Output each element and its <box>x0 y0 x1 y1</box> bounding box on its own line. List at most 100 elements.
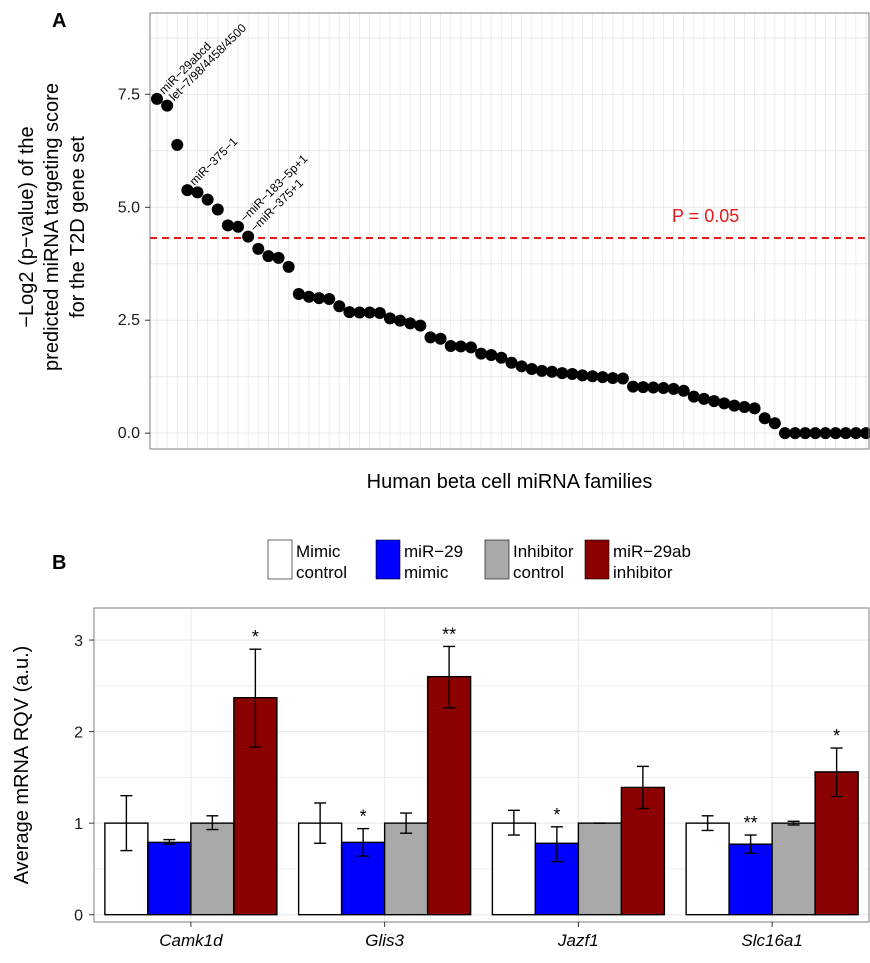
data-point <box>708 395 721 408</box>
data-point <box>333 300 346 313</box>
error-bar <box>787 820 800 826</box>
legend-item: miR−29 mimic <box>375 539 463 582</box>
panel-b-y-axis-title: Average mRNA RQV (a.u.) <box>11 646 33 885</box>
data-point <box>535 364 548 377</box>
panel-a-x-axis-title: Human beta cell miRNA families <box>367 471 653 493</box>
data-point <box>768 417 781 430</box>
data-point <box>424 331 437 344</box>
bar <box>383 822 429 916</box>
data-point <box>464 341 477 354</box>
panel-b-significance: ***** *** <box>252 624 840 833</box>
data-point <box>323 292 336 305</box>
data-point <box>363 306 376 319</box>
data-point <box>475 347 488 360</box>
panel-b: B Mimic control miR−29 mimic Inhibitor c… <box>11 539 870 950</box>
data-point <box>404 317 417 330</box>
y-tick-label: 2 <box>74 725 83 742</box>
error-bar <box>830 747 843 798</box>
data-point <box>414 319 427 332</box>
significance-marker: * <box>360 807 367 827</box>
y-tick-label: 1 <box>74 816 83 833</box>
bar <box>190 822 235 916</box>
panel-a-y-ticks: 0.0 2.5 5.0 7.5 <box>118 86 150 442</box>
data-point <box>819 427 832 440</box>
panel-a-annotations: miR−29abcdlet−7/98/4458/4500miR−375−1−mi… <box>156 21 310 235</box>
legend-label: control <box>513 563 564 582</box>
data-point <box>313 292 326 305</box>
data-point <box>758 412 771 425</box>
legend: Mimic control miR−29 mimic Inhibitor con… <box>267 539 691 582</box>
data-point <box>252 242 265 255</box>
panel-b-y-ticks: 0 1 2 3 <box>74 633 94 925</box>
data-point <box>748 402 761 415</box>
significance-marker: ** <box>744 813 758 833</box>
data-point <box>860 427 870 440</box>
error-bar <box>357 827 370 857</box>
data-point <box>505 356 518 369</box>
panel-b-x-ticks: Camk1d Glis3 Jazf1 Slc16a1 <box>159 922 803 950</box>
error-bar <box>443 645 456 709</box>
data-point <box>444 339 457 352</box>
data-point <box>394 314 407 327</box>
legend-swatch <box>584 539 610 580</box>
x-tick-label: Camk1d <box>159 931 223 950</box>
data-point <box>454 340 467 353</box>
error-bar <box>163 838 176 845</box>
data-point <box>799 427 812 440</box>
y-tick-label: 0.0 <box>118 425 140 442</box>
data-point <box>616 372 629 385</box>
panel-a-letter: A <box>52 10 66 32</box>
error-bar <box>636 765 649 810</box>
data-point <box>282 260 295 273</box>
panel-a-points <box>151 92 870 440</box>
panel-a-y-axis-title-line: for the T2D gene set <box>67 136 89 318</box>
data-point <box>221 219 234 232</box>
error-bar <box>120 794 133 852</box>
error-bar <box>249 648 262 748</box>
data-point <box>434 332 447 345</box>
data-point <box>373 307 386 320</box>
y-tick-label: 7.5 <box>118 86 140 103</box>
y-tick-label: 5.0 <box>118 199 140 216</box>
error-bar <box>550 826 563 863</box>
legend-item: miR−29ab inhibitor <box>584 539 691 582</box>
bar <box>577 822 623 916</box>
data-point <box>566 367 579 380</box>
legend-label: control <box>296 563 347 582</box>
data-point <box>353 306 366 319</box>
panel-a-border <box>149 12 870 450</box>
data-point <box>525 363 538 376</box>
legend-label: miR−29ab <box>613 542 691 561</box>
legend-label: Mimic <box>296 542 341 561</box>
panel-a-y-axis-title-line: predicted miRNA targeting score <box>41 83 63 371</box>
data-point <box>627 380 640 393</box>
data-point <box>839 427 852 440</box>
threshold-label: P = 0.05 <box>672 206 739 226</box>
legend-swatch <box>375 539 401 580</box>
data-point <box>596 371 609 384</box>
legend-label: Inhibitor <box>513 542 574 561</box>
y-tick-label: 3 <box>74 633 83 650</box>
panel-b-error-bars <box>120 645 843 863</box>
data-point <box>687 390 700 403</box>
data-point <box>667 382 680 395</box>
x-tick-label: Jazf1 <box>557 931 599 950</box>
panel-a-y-axis-title-line: −Log2 (p−value) of the <box>16 126 38 327</box>
data-point <box>242 230 255 243</box>
legend-item: Inhibitor control <box>484 539 574 582</box>
legend-label: inhibitor <box>613 563 673 582</box>
legend-swatch <box>484 539 510 580</box>
error-bar <box>206 815 219 831</box>
y-tick-label: 2.5 <box>118 312 140 329</box>
data-point <box>191 186 204 199</box>
legend-item: Mimic control <box>267 539 347 582</box>
data-point <box>738 400 751 413</box>
bar <box>147 841 192 916</box>
bar <box>771 822 816 916</box>
data-point <box>657 382 670 395</box>
data-point <box>232 220 245 233</box>
data-point <box>718 397 731 410</box>
data-point <box>515 360 528 373</box>
data-point <box>485 349 498 362</box>
data-point <box>272 251 285 264</box>
